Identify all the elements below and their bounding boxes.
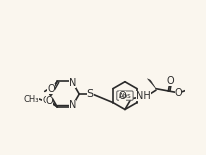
Text: N: N [69,100,76,110]
Text: O: O [119,91,126,101]
Text: N: N [69,78,76,88]
Polygon shape [147,79,156,89]
FancyBboxPatch shape [117,91,133,100]
Text: O: O [167,76,174,86]
Text: S: S [87,89,94,99]
Text: O: O [46,96,53,106]
Text: O: O [47,84,55,94]
Text: CH₃: CH₃ [23,95,39,104]
Text: Abs: Abs [119,93,131,99]
Text: NH: NH [136,91,151,101]
Text: O: O [175,88,182,98]
Text: O: O [42,96,49,105]
